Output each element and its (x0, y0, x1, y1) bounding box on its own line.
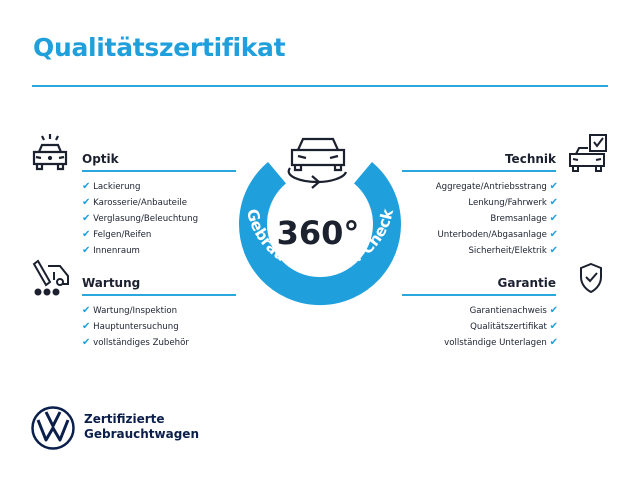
check-icon: ✔ (82, 305, 91, 316)
optik-title: Optik (82, 152, 119, 166)
brand-text: Zertifizierte Gebrauchtwagen (84, 412, 199, 441)
check-icon: ✔ (82, 321, 91, 332)
list-item: ✔ Felgen/Reifen (82, 229, 152, 240)
ring-badge: Gebrauchtwagen-Check 360° (239, 137, 401, 305)
list-item: ✔ Karosserie/Anbauteile (82, 197, 188, 208)
check-icon: ✔ (549, 213, 558, 224)
check-icon: ✔ (82, 245, 91, 256)
list-item: ✔ Verglasung/Beleuchtung (82, 213, 199, 224)
optik-list: ✔ Lackierung ✔ Karosserie/Anbauteile ✔ V… (82, 179, 198, 259)
car-rotate-icon (287, 137, 348, 189)
car-checklist-icon (569, 134, 607, 172)
ring-arc (239, 161, 401, 305)
check-icon: ✔ (549, 245, 558, 256)
vw-logo (31, 406, 75, 450)
list-item: ✔ vollständiges Zubehör (82, 337, 189, 348)
list-item: ✔ Wartung/Inspektion (82, 305, 178, 316)
check-icon: ✔ (549, 305, 558, 316)
check-icon: ✔ (82, 213, 91, 224)
degree-value: 360° (277, 214, 360, 252)
check-icon: ✔ (82, 181, 91, 192)
check-icon: ✔ (82, 337, 91, 348)
list-item: ✔ Lackierung (82, 181, 141, 192)
list-item: Sicherheit/Elektrik ✔ (468, 245, 558, 256)
technik-list: Aggregate/Antriebsstrang ✔ Lenkung/Fahrw… (436, 179, 558, 259)
page-title: Qualitätszertifikat (33, 33, 286, 62)
check-icon: ✔ (549, 321, 558, 332)
check-icon: ✔ (549, 197, 558, 208)
list-item: ✔ Hauptuntersuchung (82, 321, 179, 332)
wartung-list: ✔ Wartung/Inspektion ✔ Hauptuntersuchung… (82, 303, 189, 351)
list-item: Garantienachweis ✔ (469, 305, 558, 316)
list-item: Bremsanlage ✔ (490, 213, 558, 224)
wartung-divider (82, 294, 236, 296)
check-icon: ✔ (82, 229, 91, 240)
shield-check-icon (580, 262, 602, 294)
list-item: Unterboden/Abgasanlage ✔ (437, 229, 559, 240)
list-item: vollständige Unterlagen ✔ (444, 337, 558, 348)
optik-divider (82, 170, 236, 172)
list-item: Qualitätszertifikat ✔ (470, 321, 558, 332)
list-item: Aggregate/Antriebsstrang ✔ (435, 181, 558, 192)
check-icon: ✔ (549, 229, 558, 240)
technik-title: Technik (504, 152, 556, 166)
list-item: Lenkung/Fahrwerk ✔ (468, 197, 558, 208)
garantie-divider (402, 294, 556, 296)
garantie-title: Garantie (497, 276, 557, 290)
list-item: ✔ Innenraum (82, 245, 140, 256)
check-icon: ✔ (549, 181, 558, 192)
service-tools-icon (32, 259, 69, 296)
car-lights-icon (32, 134, 68, 171)
check-icon: ✔ (549, 337, 558, 348)
technik-divider (402, 170, 556, 172)
check-icon: ✔ (82, 197, 91, 208)
wartung-title: Wartung (82, 276, 141, 290)
garantie-list: Garantienachweis ✔ Qualitätszertifikat ✔… (444, 303, 558, 351)
title-divider (32, 85, 608, 87)
